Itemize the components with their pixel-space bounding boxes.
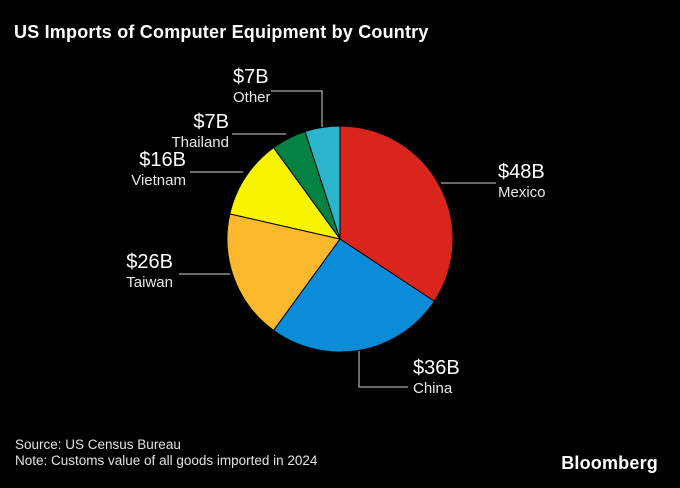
pie-slice-taiwan: [226, 213, 341, 332]
slice-label-mexico: $48B Mexico: [498, 161, 546, 202]
slice-name-other: Other: [233, 89, 271, 106]
pie-slice-other: [304, 125, 341, 240]
pie-slice-vietnam: [229, 146, 342, 240]
chart-footnotes: Source: US Census Bureau Note: Customs v…: [15, 437, 317, 468]
slice-value-taiwan: $26B: [126, 251, 173, 273]
slice-value-mexico: $48B: [498, 161, 545, 183]
pie-slices: [226, 125, 454, 353]
slice-value-vietnam: $16B: [139, 149, 186, 171]
note-line: Note: Customs value of all goods importe…: [15, 452, 318, 468]
slice-name-taiwan: Taiwan: [126, 274, 173, 291]
leader-line-other: [271, 90, 323, 127]
slice-label-vietnam: $16B Vietnam: [131, 149, 186, 190]
leader-lines: [179, 90, 496, 388]
slice-label-china: $36B China: [413, 357, 460, 398]
chart-title: US Imports of Computer Equipment by Coun…: [14, 22, 429, 42]
pie-slice-china: [272, 238, 436, 353]
slice-label-taiwan: $26B Taiwan: [126, 251, 173, 292]
slice-label-other: $7B Other: [233, 66, 271, 107]
slice-name-china: China: [413, 380, 453, 397]
slice-value-other: $7B: [233, 66, 269, 88]
slice-value-china: $36B: [413, 357, 460, 379]
slice-name-thailand: Thailand: [171, 134, 229, 151]
slice-label-thailand: $7B Thailand: [171, 111, 229, 152]
leader-line-china: [358, 351, 408, 388]
source-line: Source: US Census Bureau: [15, 437, 181, 452]
bloomberg-logo: Bloomberg: [561, 453, 658, 473]
slice-name-mexico: Mexico: [498, 184, 546, 201]
slice-value-thailand: $7B: [193, 111, 229, 133]
slice-name-vietnam: Vietnam: [131, 172, 186, 189]
